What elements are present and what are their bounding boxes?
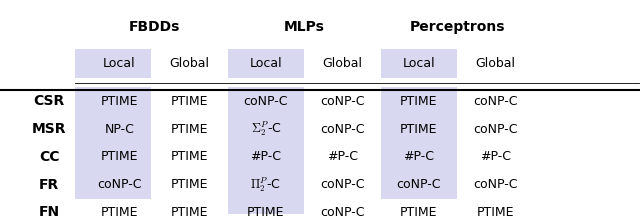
Text: CC: CC bbox=[39, 150, 60, 164]
Text: PTIME: PTIME bbox=[171, 206, 208, 219]
Text: coNP-C: coNP-C bbox=[320, 178, 365, 191]
Bar bbox=[381, 115, 457, 143]
Text: #P-C: #P-C bbox=[327, 150, 358, 163]
Text: PTIME: PTIME bbox=[100, 150, 138, 163]
Text: NP-C: NP-C bbox=[104, 123, 134, 136]
Text: Local: Local bbox=[103, 57, 136, 70]
Text: FBDDs: FBDDs bbox=[129, 20, 180, 34]
Bar bbox=[228, 198, 304, 221]
Text: coNP-C: coNP-C bbox=[97, 178, 141, 191]
Text: #P-C: #P-C bbox=[480, 150, 511, 163]
Text: MLPs: MLPs bbox=[284, 20, 324, 34]
Text: FR: FR bbox=[39, 177, 60, 192]
Text: PTIME: PTIME bbox=[100, 206, 138, 219]
Text: coNP-C: coNP-C bbox=[320, 95, 365, 108]
Bar bbox=[75, 170, 151, 199]
Text: Global: Global bbox=[476, 57, 515, 70]
Text: coNP-C: coNP-C bbox=[397, 178, 441, 191]
Text: coNP-C: coNP-C bbox=[320, 206, 365, 219]
Bar bbox=[228, 170, 304, 199]
Text: #P-C: #P-C bbox=[403, 150, 435, 163]
Text: coNP-C: coNP-C bbox=[320, 123, 365, 136]
Text: $\Pi_2^P$-C: $\Pi_2^P$-C bbox=[250, 175, 282, 194]
Text: PTIME: PTIME bbox=[247, 206, 285, 219]
Bar bbox=[228, 87, 304, 116]
Bar bbox=[381, 170, 457, 199]
Text: Local: Local bbox=[250, 57, 282, 70]
Text: coNP-C: coNP-C bbox=[473, 123, 518, 136]
Text: PTIME: PTIME bbox=[171, 95, 208, 108]
Text: PTIME: PTIME bbox=[400, 95, 438, 108]
Text: Global: Global bbox=[323, 57, 362, 70]
Text: PTIME: PTIME bbox=[400, 206, 438, 219]
Bar bbox=[75, 143, 151, 171]
Text: PTIME: PTIME bbox=[171, 178, 208, 191]
Bar bbox=[381, 87, 457, 116]
Text: coNP-C: coNP-C bbox=[244, 95, 288, 108]
Bar bbox=[75, 87, 151, 116]
Bar bbox=[381, 143, 457, 171]
Text: Local: Local bbox=[403, 57, 435, 70]
Text: coNP-C: coNP-C bbox=[473, 178, 518, 191]
Text: Perceptrons: Perceptrons bbox=[409, 20, 505, 34]
Text: PTIME: PTIME bbox=[477, 206, 514, 219]
Text: #P-C: #P-C bbox=[250, 150, 282, 163]
Text: PTIME: PTIME bbox=[171, 123, 208, 136]
Text: CSR: CSR bbox=[33, 94, 65, 109]
Bar bbox=[75, 49, 151, 78]
Text: PTIME: PTIME bbox=[171, 150, 208, 163]
Text: $\Sigma_2^P$-C: $\Sigma_2^P$-C bbox=[250, 120, 281, 138]
Bar bbox=[228, 115, 304, 143]
Bar bbox=[75, 115, 151, 143]
Bar bbox=[228, 49, 304, 78]
Text: FN: FN bbox=[38, 205, 60, 219]
Text: PTIME: PTIME bbox=[400, 123, 438, 136]
Text: coNP-C: coNP-C bbox=[473, 95, 518, 108]
Bar bbox=[381, 49, 457, 78]
Bar bbox=[228, 143, 304, 171]
Text: PTIME: PTIME bbox=[100, 95, 138, 108]
Text: MSR: MSR bbox=[32, 122, 67, 136]
Text: Global: Global bbox=[170, 57, 209, 70]
